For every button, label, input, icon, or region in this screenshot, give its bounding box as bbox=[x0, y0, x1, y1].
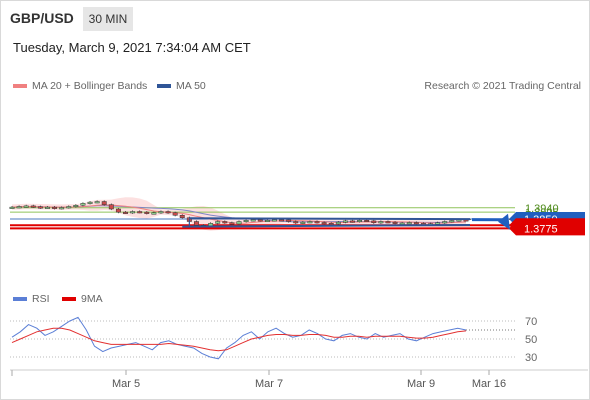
candle-body bbox=[335, 221, 341, 225]
candle-body bbox=[286, 219, 292, 222]
candle-body bbox=[229, 222, 235, 225]
candle-body bbox=[257, 219, 263, 222]
candle-body bbox=[399, 222, 405, 225]
candle-body bbox=[52, 206, 58, 209]
legend-ma20: MA 20 + Bollinger Bands bbox=[13, 80, 147, 92]
candle-body bbox=[293, 221, 299, 224]
rsi-ma-swatch bbox=[62, 297, 76, 302]
forecast-arrow-head bbox=[498, 213, 510, 230]
candle-body bbox=[378, 221, 384, 224]
candle-body bbox=[300, 221, 306, 224]
candle-body bbox=[392, 221, 398, 224]
rsi-tick-30: 30 bbox=[525, 352, 537, 364]
candle-body bbox=[279, 219, 285, 222]
rsi-tick-70: 70 bbox=[525, 316, 537, 328]
candle-body bbox=[144, 211, 150, 214]
timeframe-button[interactable]: 30 MIN bbox=[83, 7, 133, 31]
level-tag-text-1.3775: 1.3775 bbox=[524, 223, 558, 235]
candle-body bbox=[342, 220, 348, 223]
candle-body bbox=[158, 211, 164, 214]
chart-header: GBP/USD 30 MIN bbox=[0, 0, 590, 36]
currency-pair-title: GBP/USD bbox=[10, 10, 74, 26]
credit-text: Research © 2021 Trading Central bbox=[424, 80, 581, 92]
candle-body bbox=[172, 212, 178, 216]
candle-body bbox=[357, 220, 363, 222]
candle-body bbox=[250, 219, 256, 222]
ma50-label: MA 50 bbox=[176, 80, 206, 92]
rsi-label: RSI bbox=[32, 293, 50, 305]
candle-body bbox=[73, 205, 79, 207]
x-axis: Mar 5 Mar 7 Mar 9 Mar 16 bbox=[10, 369, 588, 390]
rsi-ma-label: 9MA bbox=[81, 293, 103, 305]
channel-upper-line bbox=[189, 217, 471, 221]
ma20-label: MA 20 + Bollinger Bands bbox=[32, 80, 148, 92]
candle-body bbox=[165, 211, 171, 214]
candle-body bbox=[442, 221, 448, 224]
x-tick-label-Mar-9: Mar 9 bbox=[407, 378, 435, 390]
candle-body bbox=[215, 221, 221, 224]
legend-ma50: MA 50 bbox=[157, 80, 206, 92]
candle-body bbox=[193, 221, 199, 226]
candle-body bbox=[16, 206, 22, 209]
candle-body bbox=[435, 222, 441, 225]
candle-body bbox=[264, 220, 270, 222]
candle-body bbox=[243, 220, 249, 222]
candle-body bbox=[80, 203, 86, 206]
rsi-tick-50: 50 bbox=[525, 334, 537, 346]
rsi-swatch bbox=[13, 297, 27, 302]
candle-body bbox=[137, 211, 143, 214]
candle-body bbox=[364, 220, 370, 222]
channel-lower-line bbox=[182, 224, 471, 228]
candle-body bbox=[30, 205, 36, 208]
legend-rsi: RSI bbox=[13, 293, 50, 305]
candle-body bbox=[406, 222, 412, 225]
level-tag-1.3775 bbox=[509, 221, 585, 236]
candle-body bbox=[45, 206, 50, 209]
candle-body bbox=[115, 208, 121, 213]
candle-body bbox=[328, 223, 334, 225]
x-tick-label-Mar-7: Mar 7 bbox=[255, 378, 283, 390]
candle-body bbox=[272, 219, 277, 222]
rsi-plot: 70 50 30 bbox=[10, 316, 537, 364]
candle-body bbox=[123, 211, 128, 214]
candle-body bbox=[87, 201, 93, 204]
rsi-ma-line bbox=[11, 327, 467, 352]
candle-body bbox=[413, 222, 419, 225]
candle-body bbox=[101, 201, 107, 205]
level-label-1.3940: 1.3940 bbox=[525, 203, 559, 215]
candle-body bbox=[108, 204, 114, 210]
candle-body bbox=[321, 222, 327, 225]
candle-body bbox=[449, 220, 455, 223]
rsi-line bbox=[11, 316, 467, 360]
candle-body bbox=[23, 205, 29, 208]
timestamp: Tuesday, March 9, 2021 7:34:04 AM CET bbox=[13, 40, 251, 55]
candle-body bbox=[371, 220, 377, 223]
candle-body bbox=[236, 221, 242, 225]
candle-body bbox=[385, 221, 391, 224]
candle-body bbox=[130, 211, 136, 214]
candle-body bbox=[314, 221, 320, 224]
candle-body bbox=[222, 221, 228, 224]
legend-9ma: 9MA bbox=[62, 293, 103, 305]
candle-body bbox=[94, 201, 100, 204]
ma50-swatch bbox=[157, 84, 171, 89]
candle-body bbox=[59, 207, 65, 210]
x-tick-label-Mar-16: Mar 16 bbox=[472, 378, 506, 390]
candle-body bbox=[9, 206, 15, 209]
x-tick-label-Mar-5: Mar 5 bbox=[112, 378, 140, 390]
candle-body bbox=[151, 212, 157, 215]
candle-body bbox=[350, 220, 355, 223]
ma20-swatch bbox=[13, 84, 27, 89]
candle-body bbox=[66, 206, 72, 209]
candle-body bbox=[37, 206, 43, 209]
candle-body bbox=[307, 221, 313, 224]
candle-body bbox=[179, 215, 185, 218]
